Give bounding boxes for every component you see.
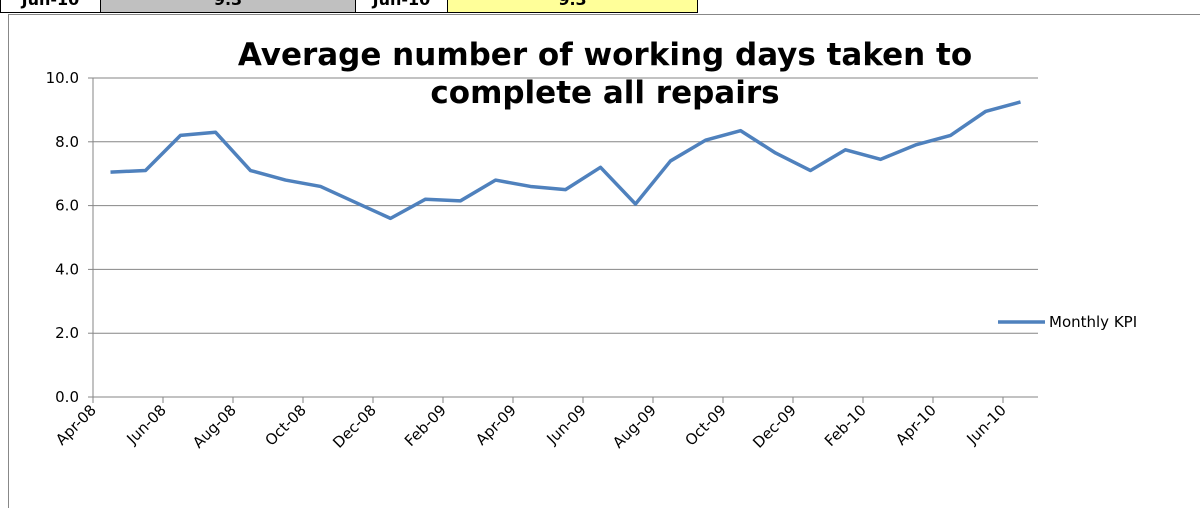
spreadsheet-row: Jun-10 9.3 Jun-10 9.3 [0, 0, 700, 14]
x-tick-label: Aug-09 [609, 401, 660, 452]
y-tick-label: 10.0 [46, 69, 79, 87]
x-tick-label: Dec-08 [329, 401, 380, 452]
y-tick-label: 0.0 [55, 388, 79, 406]
x-tick-label: Dec-09 [749, 401, 800, 452]
x-tick-label: Oct-09 [681, 401, 729, 449]
x-tick-label: Jun-09 [542, 401, 589, 448]
x-tick-label: Feb-10 [821, 401, 870, 450]
data-line [110, 100, 1021, 221]
x-tick-label: Jun-08 [122, 401, 169, 448]
y-tick-label: 2.0 [55, 324, 79, 342]
x-tick-label: Feb-09 [401, 401, 450, 450]
cell: 9.3 [447, 0, 698, 13]
y-tick-label: 6.0 [55, 197, 79, 215]
x-tick-label: Jun-10 [962, 401, 1009, 448]
x-tick-label: Aug-08 [189, 401, 240, 452]
legend-label: Monthly KPI [1049, 313, 1137, 331]
y-tick-label: 8.0 [55, 133, 79, 151]
x-tick-label: Oct-08 [261, 401, 309, 449]
x-tick-label: Apr-10 [892, 401, 940, 449]
y-tick-label: 4.0 [55, 260, 79, 278]
chart-title: Average number of working days taken to … [237, 37, 973, 111]
x-tick-label: Apr-08 [52, 401, 100, 449]
x-tick-label: Apr-09 [472, 401, 520, 449]
